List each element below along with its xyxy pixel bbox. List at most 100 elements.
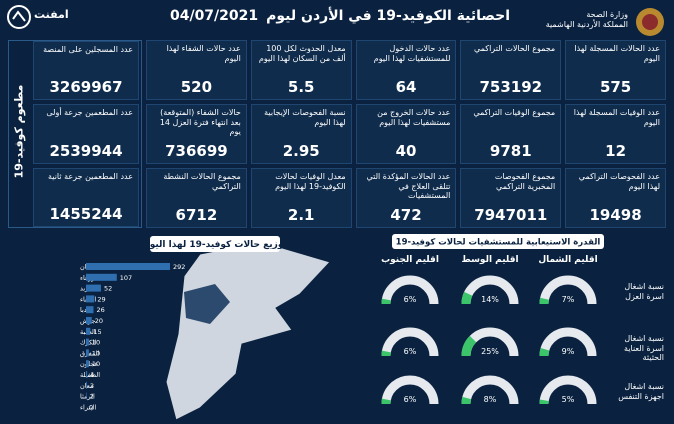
vaccine-value: 3269967 (49, 78, 123, 97)
gauge-label: 6% (404, 295, 417, 304)
stat-value: 9781 (489, 142, 532, 160)
gauge-label: 5% (562, 395, 575, 404)
vaccine-value: 1455244 (49, 204, 123, 223)
gauge-track (381, 275, 439, 305)
stat-label: عدد الوفيات المسجلة لهذا اليوم (573, 108, 660, 127)
title-pill (392, 234, 604, 249)
stat-label: عدد الفحوصات التراكمي لهذا اليوم (578, 172, 660, 191)
category-label: الطفيلة (80, 371, 100, 379)
stat-label: معدل الحدوث لكل 100 ألف من السكان لهذا ا… (258, 44, 346, 63)
gauge-value (461, 396, 472, 405)
brand-logo (7, 5, 31, 29)
ministry-name: وزارة الصحة (586, 10, 628, 19)
vaccine-card: عدد المطعمين جرعة ثانية 1455244 (33, 167, 139, 227)
stat-label: عدد حالات الدخول للمستشفيات لهذا اليوم (373, 44, 451, 63)
gauge-value (539, 348, 550, 357)
stat-card: مجموع الوفيات التراكمي 9781 (460, 104, 562, 164)
vaccine-value: 2539944 (49, 141, 123, 160)
region-label: اقليم الوسط (461, 255, 518, 265)
stat-label: نسبة الفحوصات الإيجابية لهذا اليوم (264, 108, 346, 127)
region-label: اقليم الجنوب (381, 255, 439, 265)
stat-card: عدد حالات الشفاء لهذا اليوم 520 (146, 40, 247, 100)
stat-value: 40 (395, 142, 417, 160)
gauge-track (539, 375, 597, 405)
vaccine-title: مطعوم كوفيد-19 (12, 84, 26, 179)
stat-card: عدد الحالات المؤكدة التي تتلقى العلاج في… (355, 168, 457, 228)
stat-card: نسبة الفحوصات الإيجابية لهذا اليوم 2.95 (250, 104, 352, 164)
value-label: 0 (89, 403, 93, 411)
stat-card: معدل الوفيات لحالات الكوفيد-19 لهذا اليو… (250, 168, 352, 228)
stat-card: عدد الفحوصات التراكمي لهذا اليوم 19498 (565, 168, 666, 228)
stat-label: مجموع الفحوصات المخبرية التراكمي (494, 172, 556, 191)
vaccine-label: عدد المطعمين جرعة ثانية (47, 171, 133, 181)
stat-card: مجموع الحالات التراكمي 753192 (460, 40, 562, 100)
stat-label: معدل الوفيات لحالات الكوفيد-19 لهذا اليو… (275, 172, 346, 191)
stat-value: 753192 (479, 78, 543, 96)
stat-value: 7947011 (474, 206, 548, 224)
gauge-label: 8% (484, 395, 497, 404)
stat-card: عدد الحالات المسجلة لهذا اليوم 575 (565, 40, 666, 100)
bar (86, 306, 94, 314)
value-label: 107 (120, 274, 132, 282)
vaccine-label: عدد المطعمين جرعة أولى (46, 108, 133, 118)
value-label: 15 (93, 328, 101, 336)
bar (86, 327, 91, 335)
bar (86, 263, 170, 270)
bar (86, 338, 89, 346)
value-label: 3 (90, 382, 94, 390)
row-label: نسبة اشغال اجهزة التنفس (618, 382, 664, 401)
value-label: 10 (92, 360, 100, 368)
vaccine-label: عدد المسجلين على المنصة (43, 45, 133, 54)
gauge-label: 6% (404, 395, 417, 404)
category-label: اربد (80, 285, 90, 293)
bar (86, 317, 92, 324)
gauge-track (539, 327, 597, 357)
category-label: المفرق (80, 349, 100, 357)
value-label: 29 (97, 295, 105, 303)
stat-card: حالات الشفاء (المتوقعة) بعد انتهاء فترة … (146, 104, 247, 164)
stat-label: عدد الحالات المؤكدة التي تتلقى العلاج في… (366, 172, 451, 201)
gauge-value (461, 291, 473, 305)
gauge-label: 9% (562, 347, 575, 356)
vaccine-card: عدد المطعمين جرعة أولى 2539944 (33, 104, 139, 164)
vaccine-panel: مطعوم كوفيد-19 عدد المسجلين على المنصة 32… (8, 40, 142, 228)
gauge-label: 14% (481, 295, 499, 304)
gauge-value (539, 297, 549, 305)
value-label: 2 (90, 393, 94, 401)
stat-label: حالات الشفاء (المتوقعة) بعد انتهاء فترة … (159, 108, 241, 137)
value-label: 10 (92, 349, 100, 357)
bar (86, 295, 95, 303)
stat-card: عدد حالات الدخول للمستشفيات لهذا اليوم 64 (355, 40, 457, 100)
title-pill (150, 236, 280, 252)
bar (86, 392, 87, 400)
stat-label: مجموع الحالات النشطة التراكمي (163, 172, 241, 191)
region-label: اقليم الشمال (538, 255, 597, 265)
map (165, 241, 331, 421)
stat-value: 2.1 (287, 206, 315, 224)
stat-value: 736699 (165, 142, 228, 160)
row-label: نسبة اشغال اسرة العزل (624, 282, 664, 301)
stat-value: 12 (605, 142, 627, 160)
stat-value: 6712 (175, 206, 218, 224)
value-label: 26 (96, 306, 104, 314)
ministry-emblem (636, 8, 664, 36)
vaccine-items: عدد المسجلين على المنصة 3269967 عدد المطعم… (33, 41, 139, 227)
category-label: البتراء (80, 403, 96, 411)
value-label: 52 (104, 285, 112, 293)
stat-card: عدد حالات الخروج من مستشفيات لهذا اليوم 4… (355, 104, 457, 164)
stat-label: عدد حالات الخروج من مستشفيات لهذا اليوم (377, 108, 451, 127)
stat-value: 19498 (589, 206, 642, 224)
stats-grid: عدد الحالات المسجلة لهذا اليوم 575 مجموع ا… (146, 40, 666, 228)
vaccine-card: عدد المسجلين على المنصة 3269967 (33, 41, 139, 101)
ministry: وزارة الصحة المملكة الأردنية الهاشمية (546, 10, 628, 31)
stat-label: عدد حالات الشفاء لهذا اليوم (166, 44, 241, 63)
stat-value: 472 (390, 206, 422, 224)
bar (86, 381, 87, 389)
value-label: 20 (95, 317, 103, 325)
value-label: 10 (92, 339, 100, 347)
row-label: نسبة اشغال اسرة العناية الحثيثة (624, 334, 664, 363)
gauge-track (381, 327, 439, 357)
stat-card: مجموع الفحوصات المخبرية التراكمي 7947011 (460, 168, 562, 228)
bar (86, 273, 117, 281)
